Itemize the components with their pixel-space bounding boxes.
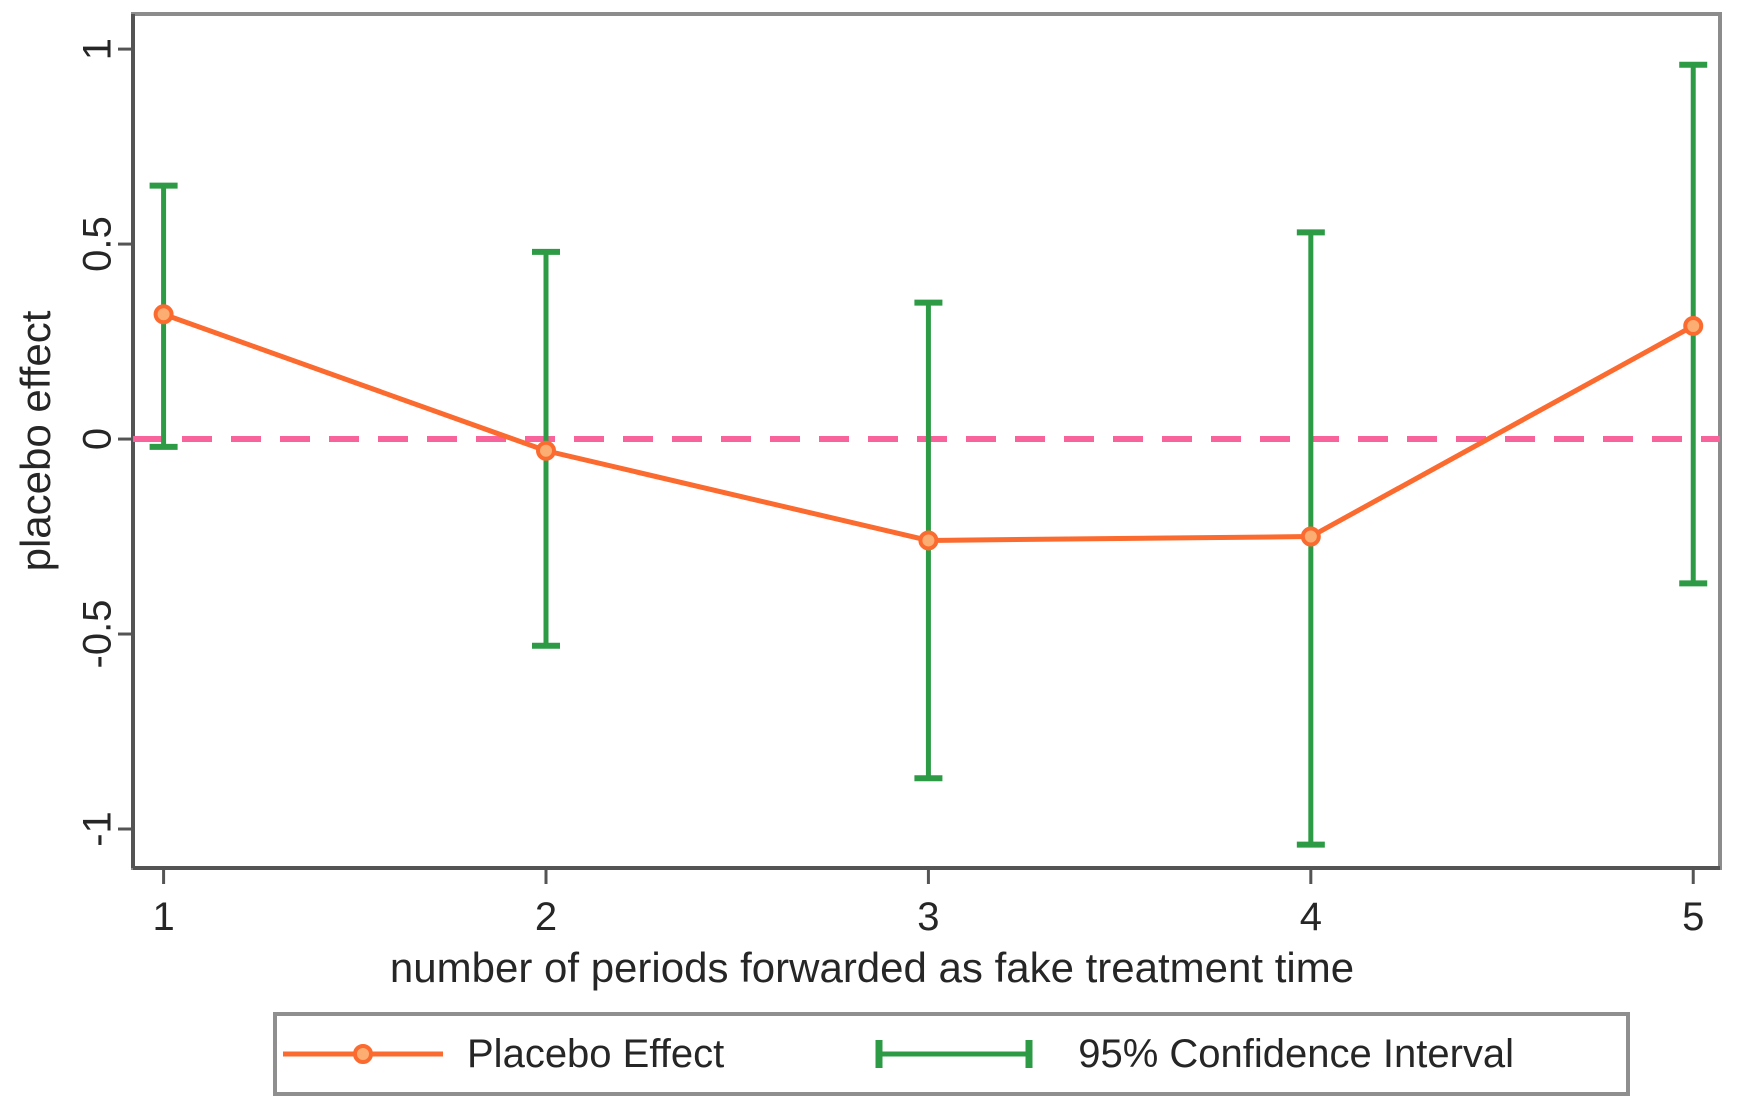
x-axis-title: number of periods forwarded as fake trea…	[389, 944, 1355, 991]
series-marker	[1683, 315, 1704, 336]
placebo-line-icon	[283, 1044, 443, 1064]
series-marker	[536, 440, 557, 461]
x-tick-label: 5	[1682, 895, 1704, 939]
y-tick-label: 0.5	[76, 216, 120, 272]
legend-label-confidence-interval: 95% Confidence Interval	[1078, 1031, 1515, 1076]
y-tick-label: -1	[76, 811, 120, 847]
series-marker	[1300, 526, 1321, 547]
series-marker	[153, 304, 174, 325]
y-tick-label: -0.5	[76, 600, 120, 669]
series-marker	[918, 530, 939, 551]
legend-item-confidence-interval: 95% Confidence Interval	[874, 1032, 1514, 1077]
x-tick-label: 3	[917, 895, 939, 939]
y-axis-title: placebo effect	[12, 310, 59, 572]
x-tick-label: 2	[535, 895, 557, 939]
chart-legend: Placebo Effect 95% Confidence Interval	[273, 1012, 1630, 1096]
y-tick-label: 1	[76, 38, 120, 60]
confidence-interval-icon	[875, 1040, 1033, 1068]
legend-item-placebo-effect: Placebo Effect	[283, 1032, 724, 1077]
y-tick-label: 0	[76, 428, 120, 450]
x-tick-label: 1	[152, 895, 174, 939]
x-tick-label: 4	[1300, 895, 1322, 939]
legend-label-placebo-effect: Placebo Effect	[467, 1031, 725, 1076]
